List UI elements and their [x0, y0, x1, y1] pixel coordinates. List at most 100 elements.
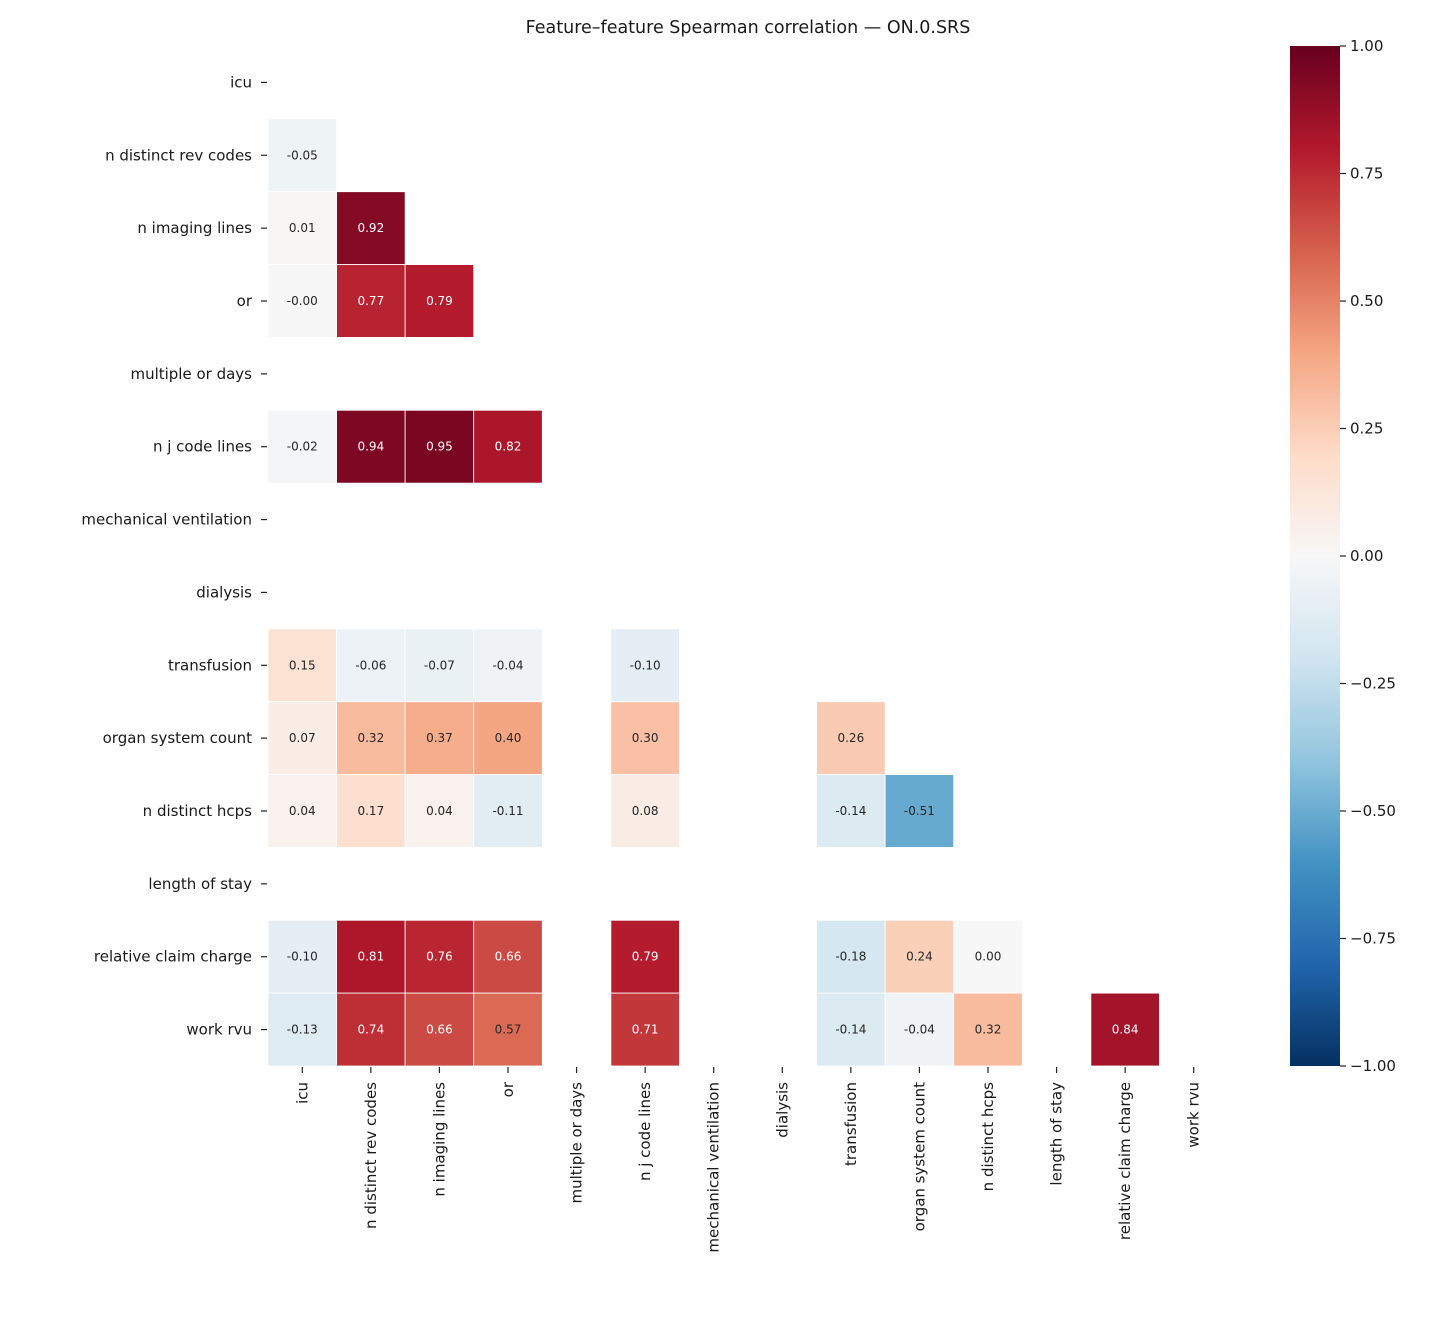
cell-annotation: -0.07 [424, 658, 455, 672]
cell-annotation: 0.95 [426, 440, 453, 454]
heatmap-cell [404, 701, 475, 775]
y-tick-label: mechanical ventilation [81, 511, 252, 529]
heatmap-cell [884, 774, 955, 848]
y-tick-label: work rvu [186, 1021, 252, 1039]
cell-annotation: 0.32 [975, 1023, 1002, 1037]
heatmap-cell [884, 919, 955, 994]
heatmap-cell [610, 919, 680, 994]
heatmap-cell [610, 701, 680, 775]
colorbar-tick-label: −0.50 [1350, 802, 1396, 820]
heatmap-cell [267, 992, 337, 1067]
heatmap-cell [336, 409, 406, 484]
heatmap-cell [336, 191, 406, 265]
heatmap-cell [404, 264, 475, 338]
x-tick-label: length of stay [1048, 1082, 1066, 1186]
heatmap-cell [404, 919, 475, 994]
heatmap-cell [610, 628, 680, 703]
heatmap-cell [404, 992, 475, 1067]
cell-annotation: -0.18 [835, 950, 866, 964]
y-tick-label: icu [230, 73, 252, 91]
heatmap-cell [267, 774, 337, 848]
x-tick-label: work rvu [1185, 1082, 1203, 1148]
cell-annotation: -0.10 [287, 950, 318, 964]
heatmap-cell [953, 992, 1023, 1067]
heatmap-cell [953, 919, 1023, 994]
cell-annotation: 0.01 [289, 221, 316, 235]
x-tick-label: transfusion [842, 1082, 860, 1166]
colorbar-tick-label: −0.25 [1350, 675, 1396, 693]
x-tick-label: organ system count [910, 1082, 928, 1232]
colorbar-tick-label: 0.00 [1350, 547, 1383, 565]
colorbar-tick-label: 0.25 [1350, 420, 1383, 438]
cell-annotation: -0.10 [630, 658, 661, 672]
cell-annotation: 0.04 [426, 804, 453, 818]
cell-annotation: -0.05 [287, 148, 318, 162]
x-tick-label: n distinct hcps [979, 1082, 997, 1192]
y-tick-label: or [237, 292, 253, 310]
chart-title: Feature–feature Spearman correlation — O… [526, 18, 971, 38]
cell-annotation: -0.04 [492, 658, 523, 672]
x-tick-label: dialysis [773, 1082, 791, 1138]
y-tick-label: length of stay [148, 875, 252, 893]
cell-annotation: 0.92 [357, 221, 384, 235]
heatmap-cell [404, 628, 475, 703]
cell-annotation: 0.79 [426, 294, 453, 308]
colorbar-ticks: 1.00 0.75 0.50 0.25 0.00 −0.25 −0.50 −0.75 −1.00 [1340, 37, 1396, 1075]
cell-annotation: 0.71 [632, 1023, 659, 1037]
y-axis: icu n distinct rev codes n imaging lines or… [81, 73, 267, 1039]
heatmap-cell [816, 992, 886, 1067]
heatmap-cell [473, 992, 543, 1067]
cell-annotation: 0.66 [495, 950, 522, 964]
colorbar [1290, 46, 1340, 1066]
cell-annotation: -0.00 [287, 294, 318, 308]
heatmap-cell [610, 774, 680, 848]
y-tick-label: n distinct hcps [143, 802, 253, 820]
cell-annotation: -0.14 [835, 804, 866, 818]
cell-annotation: -0.13 [287, 1023, 318, 1037]
cell-annotation: 0.24 [906, 950, 933, 964]
cell-annotation: 0.94 [357, 440, 384, 454]
cell-annotation: 0.66 [426, 1023, 453, 1037]
heatmap-cell [267, 409, 337, 484]
cell-annotation: 0.07 [289, 731, 316, 745]
x-tick-label: n j code lines [636, 1082, 654, 1181]
colorbar-tick-label: −0.75 [1350, 930, 1396, 948]
cell-annotation: 0.82 [495, 440, 522, 454]
heatmap-cell [267, 701, 337, 775]
cell-annotation: -0.14 [835, 1023, 866, 1037]
cell-annotation: 0.57 [495, 1023, 522, 1037]
colorbar-tick-label: 1.00 [1350, 37, 1383, 55]
heatmap-cell [267, 118, 337, 193]
cell-annotation: 0.00 [975, 950, 1002, 964]
y-tick-label: n j code lines [153, 438, 252, 456]
heatmap-cell [336, 992, 406, 1067]
x-tick-label: mechanical ventilation [705, 1082, 723, 1253]
heatmap-cell [1090, 992, 1160, 1067]
cell-annotation: 0.08 [632, 804, 659, 818]
heatmap-cell [336, 774, 406, 848]
heatmap-cell [336, 628, 406, 703]
x-tick-label: icu [293, 1082, 311, 1104]
cell-annotation: 0.26 [837, 731, 864, 745]
x-tick-label: multiple or days [568, 1082, 586, 1204]
heatmap-cell [267, 191, 337, 265]
cell-annotation: -0.02 [287, 440, 318, 454]
cell-annotation: -0.51 [904, 804, 935, 818]
x-tick-label: n distinct rev codes [362, 1082, 380, 1229]
cell-annotation: -0.04 [904, 1023, 935, 1037]
colorbar-tick-label: −1.00 [1350, 1057, 1396, 1075]
x-tick-label: relative claim charge [1116, 1082, 1134, 1240]
cell-annotation: 0.17 [357, 804, 384, 818]
heatmap-cell [884, 992, 955, 1067]
cell-annotation: 0.74 [357, 1023, 384, 1037]
y-tick-label: organ system count [103, 729, 253, 747]
x-tick-label: or [499, 1081, 517, 1097]
y-tick-label: transfusion [168, 656, 252, 674]
y-tick-label: multiple or days [130, 365, 252, 383]
heatmap-cell [267, 919, 337, 994]
cell-annotation: 0.04 [289, 804, 316, 818]
heatmap-cell [473, 701, 543, 775]
heatmap-cell [267, 264, 337, 338]
cell-annotation: 0.84 [1112, 1023, 1139, 1037]
x-axis: icu n distinct rev codes n imaging lines or… [293, 1067, 1203, 1253]
